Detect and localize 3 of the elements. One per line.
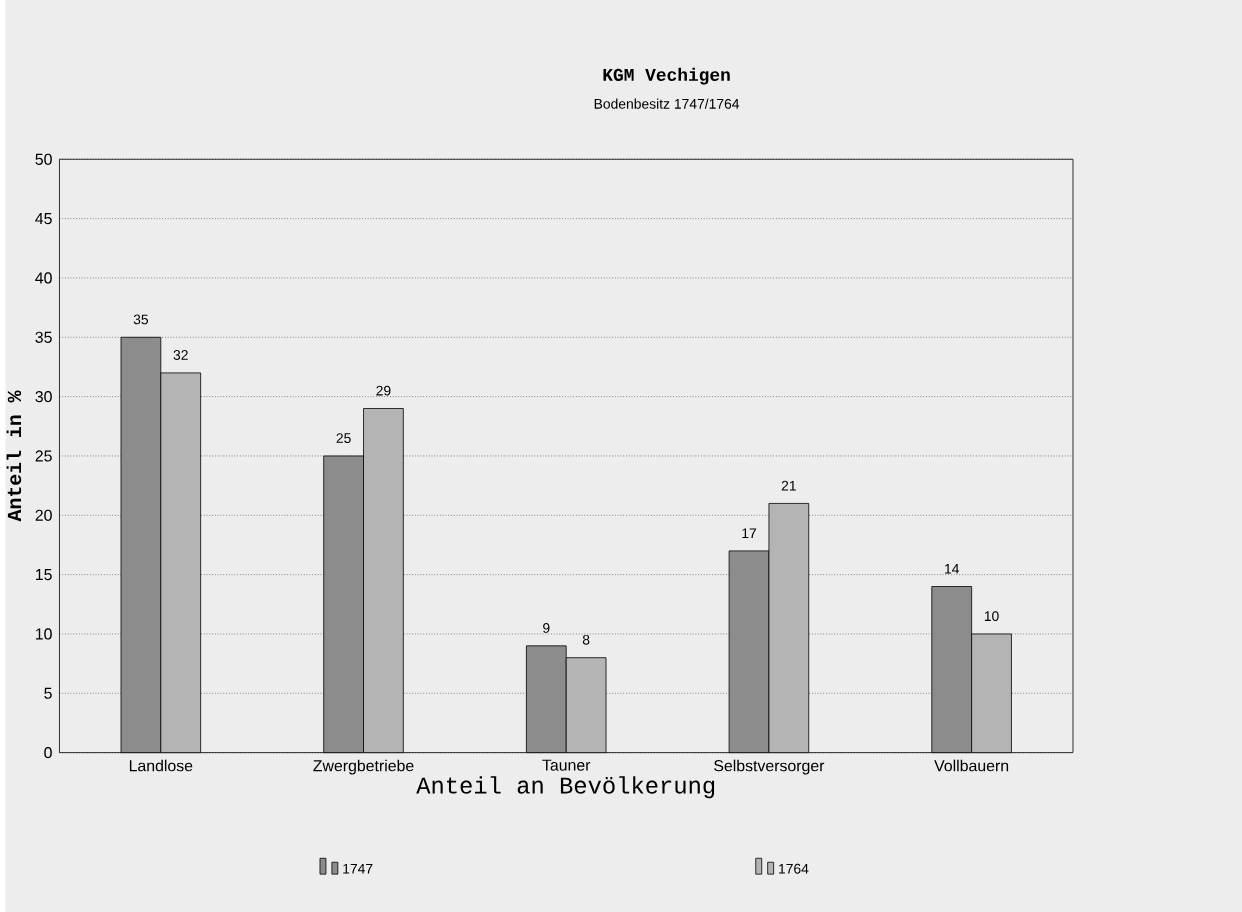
chart-title: KGM Vechigen — [603, 67, 730, 85]
y-axis-title: Anteil in % — [6, 390, 22, 522]
x-axis-title: Anteil an Bevölkerung — [416, 776, 715, 799]
